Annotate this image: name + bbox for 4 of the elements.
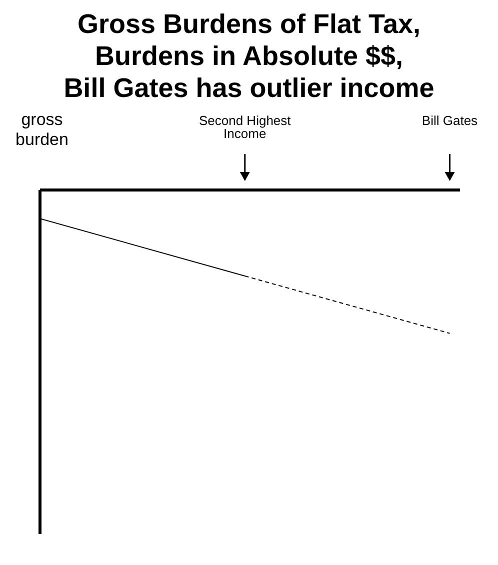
y-axis-title: gross burden [14, 110, 70, 150]
chart-title: Gross Burdens of Flat Tax, Burdens in Absolute $$, Bill Gates has outlier income [62, 8, 436, 104]
x-tick-label: Second Highest Income [198, 113, 292, 142]
x-tick-label: Bill Gates [422, 113, 478, 128]
